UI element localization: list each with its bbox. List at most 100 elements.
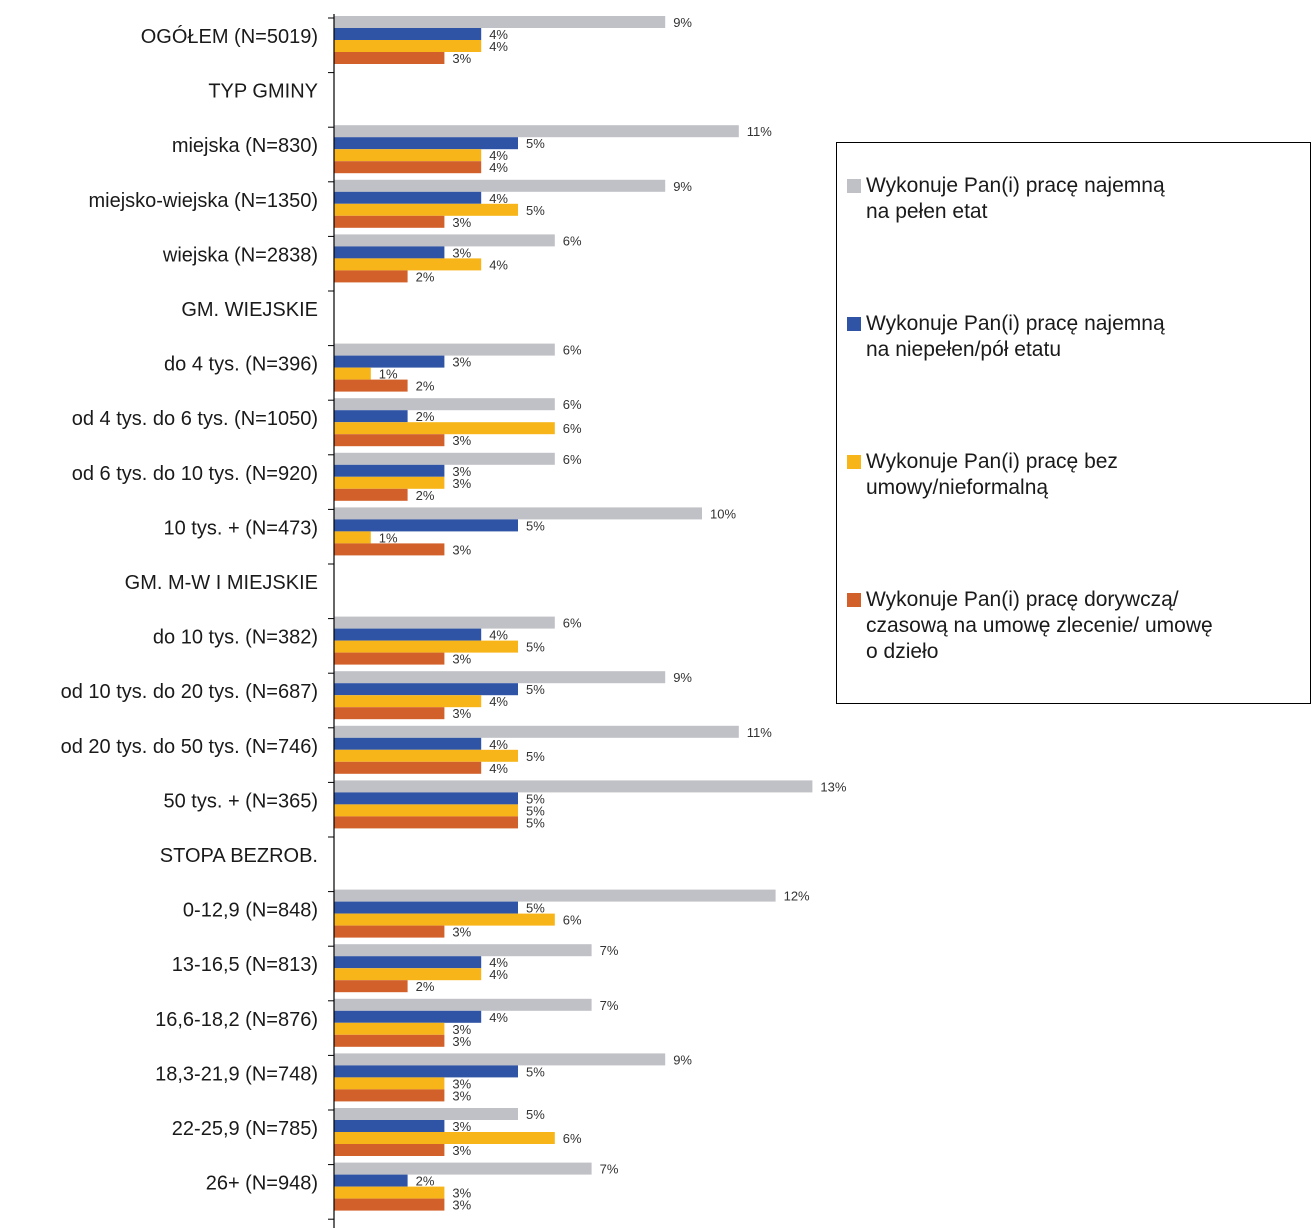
bar — [334, 464, 445, 477]
data-label: 3% — [452, 1186, 471, 1201]
data-label: 5% — [526, 901, 545, 916]
bar — [334, 1144, 445, 1156]
data-label: 7% — [600, 998, 619, 1013]
bar — [334, 137, 518, 150]
data-label: 2% — [416, 269, 435, 284]
bar — [334, 519, 518, 532]
legend-label: Wykonuje Pan(i) pracę bez umowy/nieforma… — [866, 450, 1118, 499]
bar — [334, 737, 482, 750]
data-label: 5% — [526, 203, 545, 218]
bar — [334, 1162, 592, 1175]
data-label: 5% — [526, 803, 545, 818]
data-label: 4% — [489, 967, 508, 982]
bar — [334, 804, 518, 817]
bar — [334, 780, 813, 793]
bar — [334, 901, 518, 914]
data-label: 3% — [452, 1143, 471, 1158]
legend-swatch — [847, 179, 861, 193]
data-label: 1% — [379, 530, 398, 545]
category-label: wiejska (N=2838) — [162, 244, 318, 266]
legend-swatch — [847, 593, 861, 607]
data-label: 5% — [526, 1064, 545, 1079]
data-label: 2% — [416, 979, 435, 994]
bar — [334, 543, 445, 556]
data-label: 4% — [489, 628, 508, 643]
bar — [334, 434, 445, 447]
bar — [334, 179, 666, 192]
bar — [334, 998, 592, 1011]
data-label: 1% — [379, 367, 398, 382]
bar — [334, 379, 408, 392]
legend-swatch — [847, 455, 861, 469]
category-label: 26+ (N=948) — [206, 1173, 318, 1195]
bar — [334, 343, 555, 356]
data-label: 3% — [452, 245, 471, 260]
bar — [334, 640, 518, 653]
bar — [334, 203, 518, 216]
bar — [334, 792, 518, 805]
data-label: 3% — [452, 1119, 471, 1134]
bar — [334, 925, 445, 938]
data-label: 5% — [526, 518, 545, 533]
category-label: miejsko-wiejska (N=1350) — [88, 190, 318, 212]
data-label: 6% — [563, 397, 582, 412]
bar — [334, 422, 555, 435]
data-label: 5% — [526, 136, 545, 151]
data-label: 2% — [416, 379, 435, 394]
data-label: 3% — [452, 1076, 471, 1091]
bar — [334, 161, 482, 174]
legend: Wykonuje Pan(i) pracę najemną na pełen e… — [836, 142, 1311, 704]
data-label: 3% — [452, 433, 471, 448]
bar — [334, 1034, 445, 1047]
data-label: 6% — [563, 452, 582, 467]
data-label: 4% — [489, 694, 508, 709]
bar — [334, 258, 482, 271]
category-label: 0-12,9 (N=848) — [183, 900, 318, 922]
bar — [334, 410, 408, 423]
category-label: 16,6-18,2 (N=876) — [155, 1009, 318, 1031]
bar — [334, 476, 445, 489]
data-label: 3% — [452, 1198, 471, 1213]
category-label: miejska (N=830) — [172, 135, 318, 157]
category-label: OGÓŁEM (N=5019) — [141, 25, 318, 48]
data-label: 3% — [452, 51, 471, 66]
bar — [334, 944, 592, 957]
data-label: 4% — [489, 39, 508, 54]
bar — [334, 1010, 482, 1023]
bar — [334, 1108, 518, 1120]
data-label: 2% — [416, 1174, 435, 1189]
data-label: 5% — [526, 682, 545, 697]
data-label: 6% — [563, 616, 582, 631]
data-label: 3% — [452, 355, 471, 370]
data-label: 6% — [563, 913, 582, 928]
data-label: 4% — [489, 761, 508, 776]
bar — [334, 816, 518, 829]
category-label: od 20 tys. do 50 tys. (N=746) — [61, 736, 318, 758]
bar — [334, 889, 776, 902]
data-label: 3% — [452, 215, 471, 230]
category-label: 22-25,9 (N=785) — [172, 1118, 318, 1140]
legend-item: Wykonuje Pan(i) pracę najemną na pełen e… — [847, 173, 1165, 225]
data-label: 3% — [452, 476, 471, 491]
bar — [334, 1077, 445, 1090]
category-label: 50 tys. + (N=365) — [163, 790, 318, 812]
legend-label: Wykonuje Pan(i) pracę dorywczą/ czasową … — [866, 588, 1213, 663]
data-label: 3% — [452, 706, 471, 721]
data-label: 4% — [489, 191, 508, 206]
data-label: 2% — [416, 409, 435, 424]
data-label: 5% — [526, 640, 545, 655]
bar — [334, 695, 482, 708]
bar — [334, 1053, 666, 1066]
data-label: 7% — [600, 1162, 619, 1177]
category-label: GM. WIEJSKIE — [181, 299, 318, 321]
category-label: STOPA BEZROB. — [160, 845, 318, 867]
bar — [334, 671, 666, 684]
bar — [334, 683, 518, 696]
bar — [334, 40, 482, 52]
data-label: 9% — [673, 1052, 692, 1067]
bar — [334, 1174, 408, 1187]
data-label: 4% — [489, 160, 508, 175]
bar — [334, 507, 702, 520]
bar — [334, 52, 445, 64]
data-label: 5% — [526, 791, 545, 806]
